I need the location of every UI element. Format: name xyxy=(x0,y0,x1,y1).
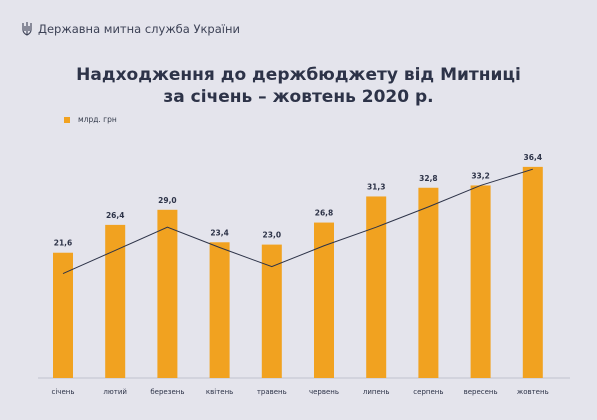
data-label: 21,6 xyxy=(54,239,73,248)
bar xyxy=(209,242,230,378)
x-tick-label: вересень xyxy=(464,388,498,396)
bar xyxy=(418,187,439,378)
x-tick-label: квітень xyxy=(206,388,233,396)
trend-line xyxy=(62,168,533,275)
data-label: 29,0 xyxy=(158,196,177,205)
data-label: 23,4 xyxy=(210,228,229,237)
legend: млрд. грн xyxy=(64,115,117,124)
x-tick-label: січень xyxy=(52,388,75,396)
bar xyxy=(314,222,334,378)
legend-label: млрд. грн xyxy=(78,115,117,124)
x-tick-label: травень xyxy=(257,388,287,396)
bar xyxy=(366,196,387,378)
data-label: 26,8 xyxy=(315,209,334,218)
bar xyxy=(105,224,126,378)
bar xyxy=(522,166,543,378)
data-label: 26,4 xyxy=(106,211,125,220)
chart-title-line-2: за січень – жовтень 2020 р. xyxy=(163,87,434,107)
bar xyxy=(157,209,178,378)
x-tick-label: липень xyxy=(363,388,390,396)
chart-title-line-1: Надходження до держбюджету від Митниці xyxy=(76,65,521,85)
data-label: 23,0 xyxy=(263,231,282,240)
bar xyxy=(470,185,491,378)
data-label: 33,2 xyxy=(471,171,490,180)
x-tick-label: червень xyxy=(309,388,339,396)
bar xyxy=(53,252,73,378)
x-tick-label: серпень xyxy=(413,388,443,396)
chart-title: Надходження до держбюджету від Митниці з… xyxy=(0,64,597,108)
x-tick-label: жовтень xyxy=(517,388,549,396)
data-label: 32,8 xyxy=(419,174,438,183)
data-label: 36,4 xyxy=(524,153,543,162)
trident-icon xyxy=(22,22,32,36)
org-name: Державна митна служба України xyxy=(38,22,240,36)
x-tick-label: березень xyxy=(150,388,184,396)
bar xyxy=(261,244,282,378)
header: Державна митна служба України xyxy=(22,22,240,36)
data-label: 31,3 xyxy=(367,182,386,191)
x-tick-label: лютий xyxy=(103,388,127,396)
legend-swatch xyxy=(64,116,70,123)
